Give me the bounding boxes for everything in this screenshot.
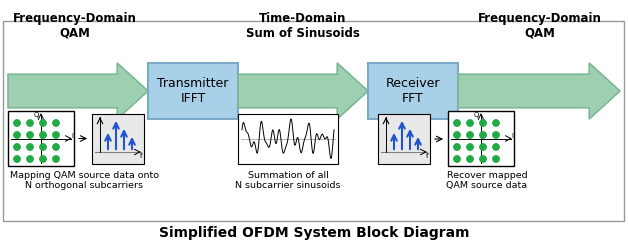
Bar: [238, 114, 338, 164]
Circle shape: [480, 120, 486, 126]
Text: Recover mapped
QAM source data: Recover mapped QAM source data: [447, 171, 528, 190]
Circle shape: [27, 144, 33, 150]
Circle shape: [40, 120, 46, 126]
Circle shape: [467, 120, 474, 126]
Text: Q: Q: [34, 112, 39, 118]
Circle shape: [53, 120, 59, 126]
Text: f: f: [139, 153, 142, 159]
Text: f: f: [426, 153, 428, 159]
Polygon shape: [238, 63, 368, 119]
Bar: [3, 21, 624, 221]
Polygon shape: [458, 63, 620, 119]
Bar: [448, 111, 514, 166]
Circle shape: [40, 156, 46, 162]
Circle shape: [480, 144, 486, 150]
Text: Receiver
FFT: Receiver FFT: [386, 77, 440, 105]
Circle shape: [467, 156, 474, 162]
Circle shape: [480, 156, 486, 162]
Circle shape: [14, 132, 20, 138]
Circle shape: [40, 132, 46, 138]
Circle shape: [14, 156, 20, 162]
Circle shape: [493, 156, 499, 162]
Text: Transmitter
IFFT: Transmitter IFFT: [157, 77, 229, 105]
Circle shape: [27, 132, 33, 138]
Text: I: I: [511, 134, 513, 139]
Bar: [378, 114, 430, 164]
Text: Mapping QAM source data onto
N orthogonal subcarriers: Mapping QAM source data onto N orthogona…: [9, 171, 158, 190]
Text: Summation of all
N subcarrier sinusoids: Summation of all N subcarrier sinusoids: [236, 171, 341, 190]
Polygon shape: [8, 63, 148, 119]
Circle shape: [14, 120, 20, 126]
Bar: [8, 111, 74, 166]
Text: Simplified OFDM System Block Diagram: Simplified OFDM System Block Diagram: [159, 226, 469, 240]
Circle shape: [493, 132, 499, 138]
Text: Time-Domain
Sum of Sinusoids: Time-Domain Sum of Sinusoids: [246, 12, 360, 40]
Circle shape: [467, 132, 474, 138]
Circle shape: [480, 132, 486, 138]
Circle shape: [27, 120, 33, 126]
Text: Frequency-Domain
QAM: Frequency-Domain QAM: [13, 12, 137, 40]
Circle shape: [454, 144, 460, 150]
Circle shape: [27, 156, 33, 162]
Bar: [148, 63, 238, 119]
Circle shape: [454, 132, 460, 138]
Circle shape: [467, 144, 474, 150]
Circle shape: [40, 144, 46, 150]
Circle shape: [493, 144, 499, 150]
Circle shape: [454, 120, 460, 126]
Circle shape: [53, 144, 59, 150]
Text: Frequency-Domain
QAM: Frequency-Domain QAM: [478, 12, 602, 40]
Text: I: I: [71, 134, 73, 139]
Circle shape: [454, 156, 460, 162]
Circle shape: [53, 156, 59, 162]
Circle shape: [493, 120, 499, 126]
Circle shape: [14, 144, 20, 150]
Bar: [92, 114, 144, 164]
Circle shape: [53, 132, 59, 138]
Text: Q: Q: [474, 112, 479, 118]
Bar: [368, 63, 458, 119]
